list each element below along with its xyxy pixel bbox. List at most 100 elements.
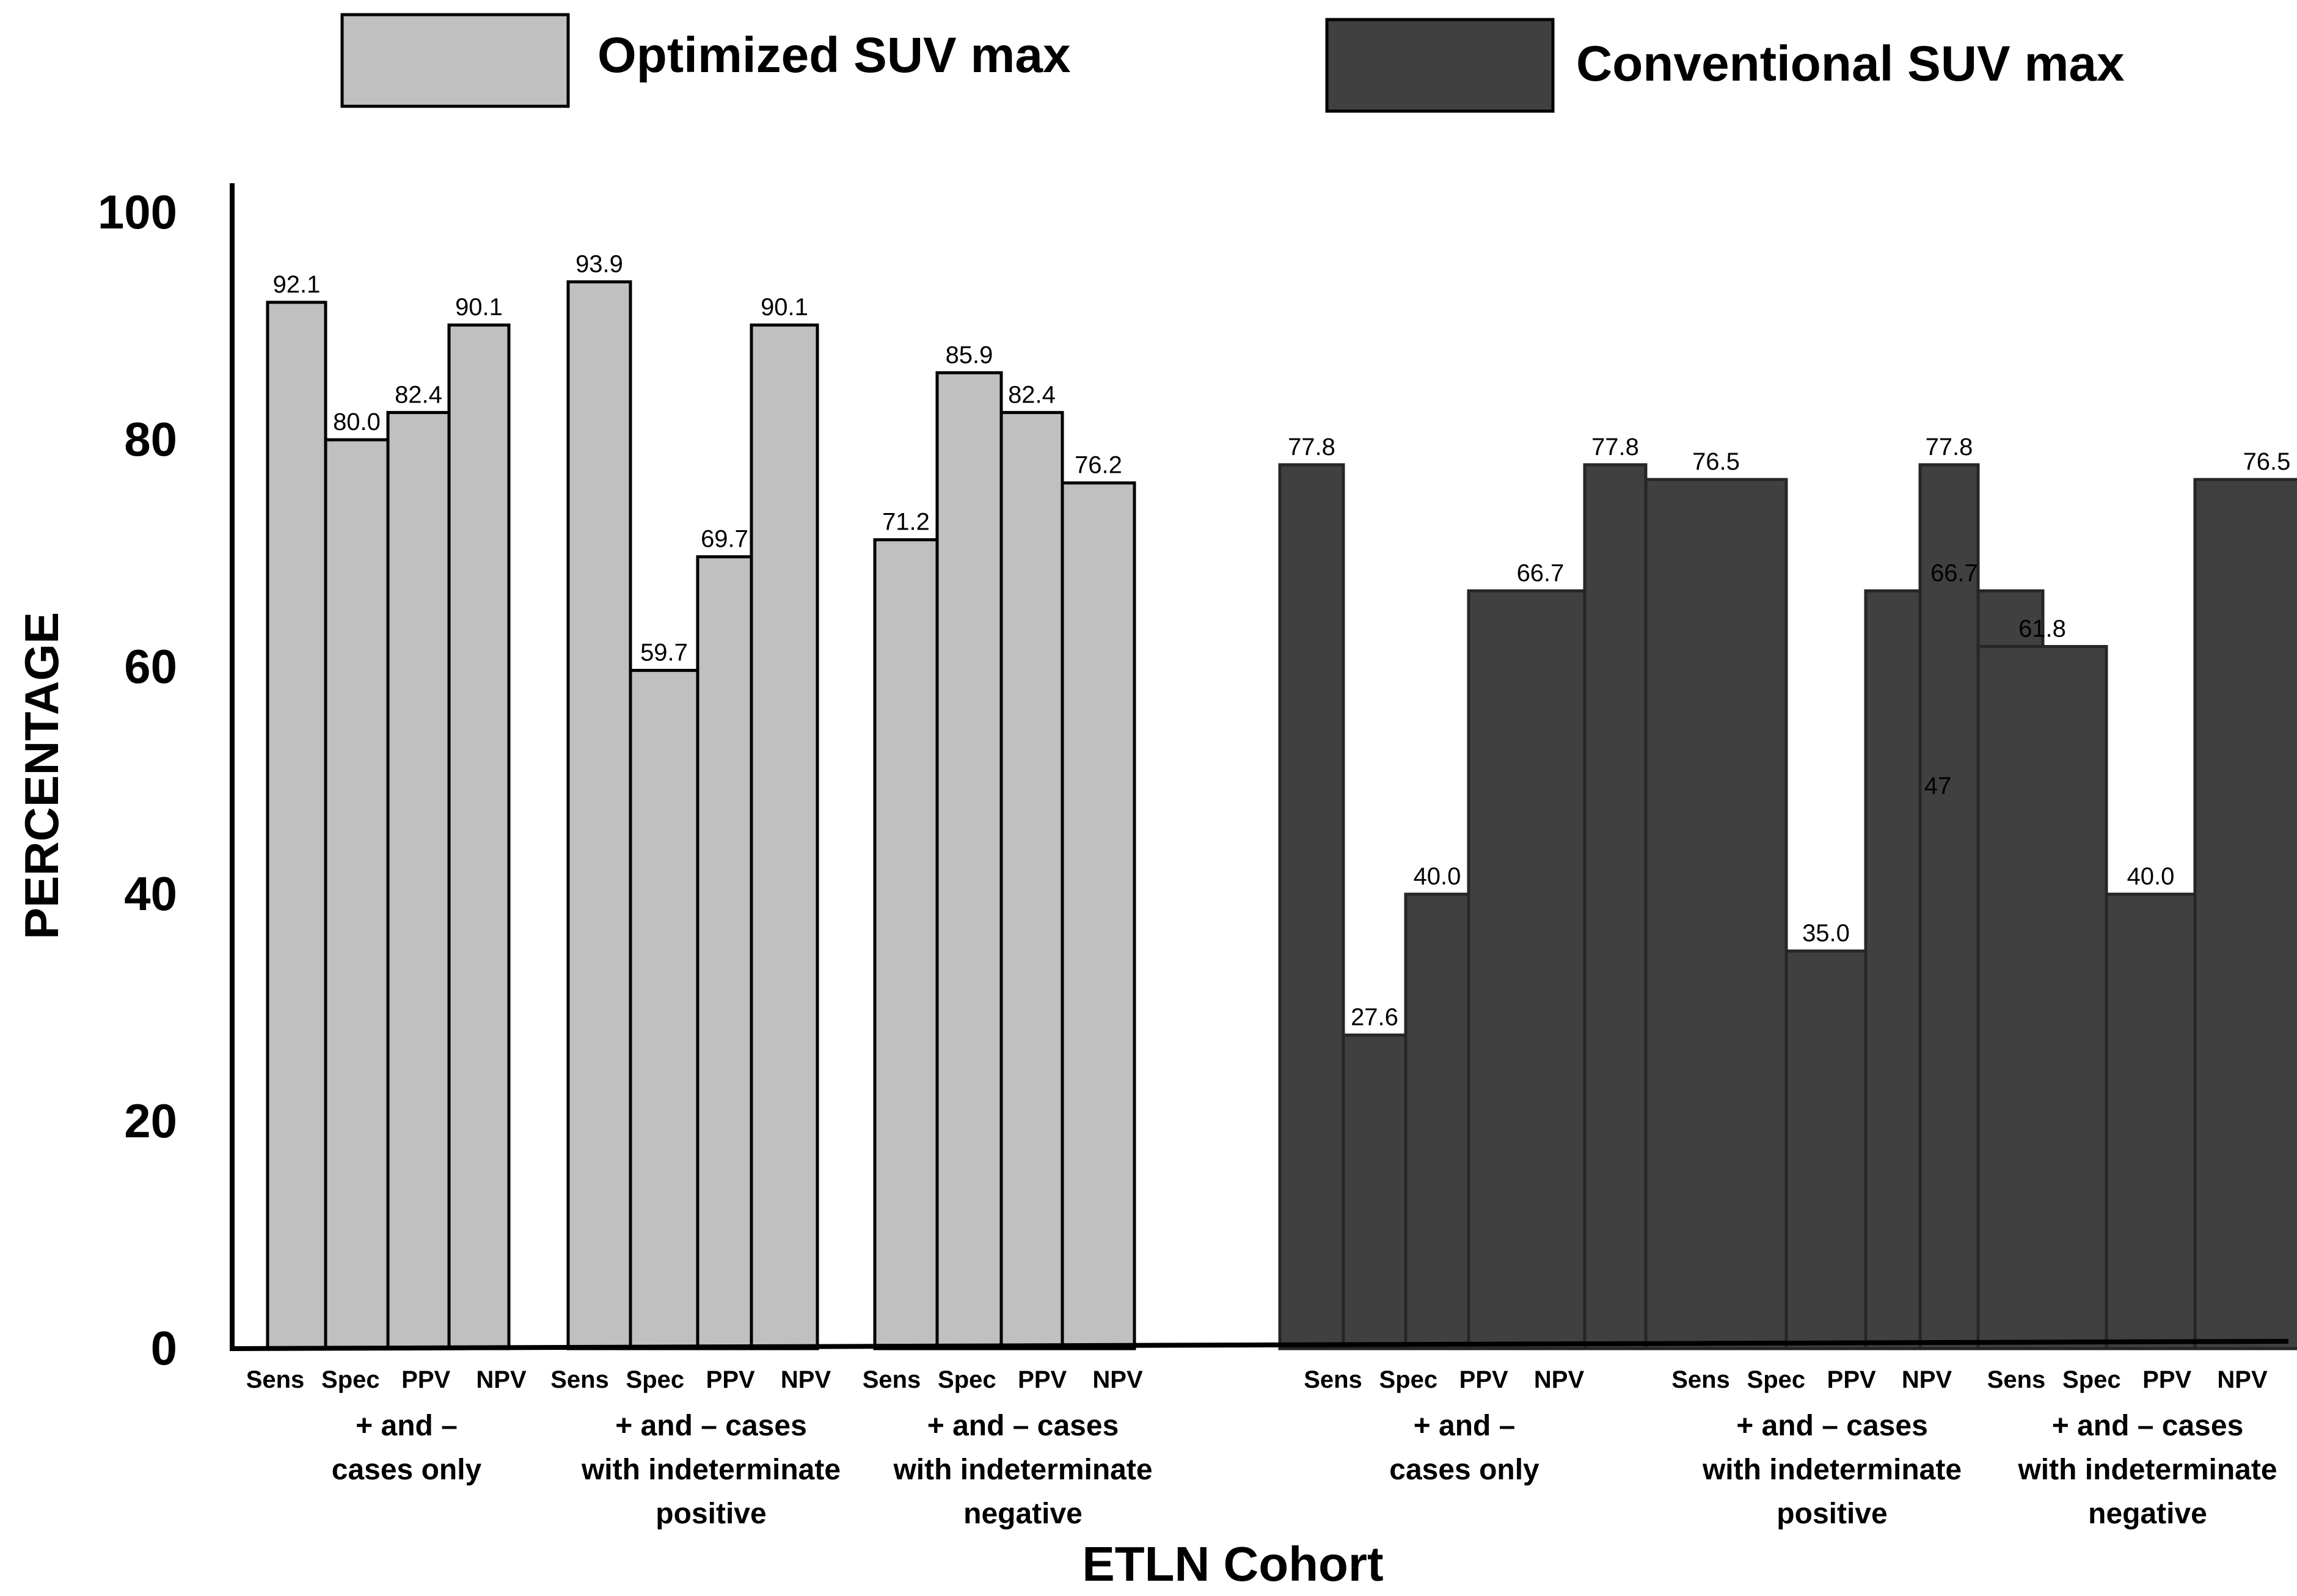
y-tick-label-20: 20 <box>124 1094 177 1148</box>
value-label-g5-npv: 66.7 <box>1930 559 1978 586</box>
value-label-g2-spec: 59.7 <box>640 639 688 666</box>
bar-g1-ppv <box>386 410 451 1350</box>
value-label-g6-sens: 77.8 <box>1926 434 1973 461</box>
group-label-g6-line2: with indeterminate <box>2017 1454 2277 1486</box>
bar-g6-sens <box>1918 463 1980 1350</box>
bars <box>266 280 2297 1350</box>
metric-label-g6-sens: Sens <box>1987 1366 2046 1393</box>
group-label-g5-line1: + and – cases <box>1736 1410 1928 1442</box>
legend: Optimized SUV max Conventional SUV max <box>340 13 2125 113</box>
metric-label-g6-npv: NPV <box>2217 1366 2268 1393</box>
value-label-g2-sens: 93.9 <box>575 250 623 277</box>
bar-g6-npv <box>2193 478 2297 1350</box>
y-tick-label-0: 0 <box>151 1321 177 1375</box>
value-label-g2-npv: 90.1 <box>761 294 808 321</box>
metric-label-g4-ppv: PPV <box>1459 1366 1508 1393</box>
bar-g6-ppv <box>2105 892 2197 1350</box>
metric-label-g5-sens: Sens <box>1671 1366 1730 1393</box>
group-label-g6-line1: + and – cases <box>2052 1410 2244 1442</box>
value-label-g2-ppv: 69.7 <box>701 526 748 553</box>
value-label-g4-sens: 77.8 <box>1288 434 1335 461</box>
bar-g5-sens <box>1583 463 1648 1350</box>
metric-label-g3-sens: Sens <box>863 1366 921 1393</box>
group-label-g1-line1: + and – <box>356 1410 458 1442</box>
value-label-g6-npv: 76.5 <box>2243 448 2291 475</box>
group-label-g2-line1: + and – cases <box>615 1410 807 1442</box>
bar-g1-sens <box>266 301 327 1350</box>
legend-label-optimized: Optimized SUV max <box>597 27 1071 83</box>
value-label-g4-ppv: 40.0 <box>1414 863 1461 890</box>
bar-g4-sens <box>1278 463 1345 1350</box>
x-axis-line <box>229 1339 2289 1351</box>
y-tick-label-100: 100 <box>98 185 177 239</box>
bar-g1-npv <box>447 323 511 1350</box>
metric-label-g6-spec: Spec <box>2062 1366 2121 1393</box>
value-labels: 92.1 80.0 82.4 90.1 93.9 59.7 69.7 90.1 71.2 85.9… <box>273 250 2291 1030</box>
metric-label-g2-spec: Spec <box>626 1366 685 1393</box>
metric-label-g5-npv: NPV <box>1902 1366 1952 1393</box>
value-label-g1-sens: 92.1 <box>273 271 321 298</box>
metric-label-g1-npv: NPV <box>476 1366 527 1393</box>
bar-g2-spec <box>629 669 699 1350</box>
y-tick-label-80: 80 <box>124 412 177 466</box>
value-label-g1-ppv: 82.4 <box>395 381 442 408</box>
value-label-g1-npv: 90.1 <box>455 294 503 321</box>
value-label-g1-spec: 80.0 <box>333 409 381 435</box>
y-tick-label-40: 40 <box>124 867 177 920</box>
bar-g4-spec <box>1342 1033 1408 1350</box>
metric-label-g4-npv: NPV <box>1534 1366 1585 1393</box>
group-label-g5-line2: with indeterminate <box>1702 1454 1962 1486</box>
value-label-g6-ppv: 40.0 <box>2127 863 2175 890</box>
bar-g1-spec <box>324 438 390 1350</box>
bar-g3-ppv <box>999 410 1064 1350</box>
value-label-g3-ppv: 82.4 <box>1008 381 1056 408</box>
metric-label-g2-ppv: PPV <box>706 1366 755 1393</box>
metric-label-g3-spec: Spec <box>938 1366 996 1393</box>
value-label-g3-npv: 76.2 <box>1075 452 1122 479</box>
metric-label-g2-sens: Sens <box>550 1366 609 1393</box>
value-label-g5-ppv: 35.0 <box>1802 920 1850 947</box>
group-label-g5-line3: positive <box>1777 1498 1887 1530</box>
value-label-g5-sens: 77.8 <box>1591 434 1639 461</box>
value-label-g4-spec: 27.6 <box>1351 1004 1398 1031</box>
group-label-g2-line3: positive <box>656 1498 766 1530</box>
legend-label-conventional: Conventional SUV max <box>1576 36 2125 92</box>
value-label-g5-spec: 76.5 <box>1692 448 1740 475</box>
group-label-g4-line2: cases only <box>1389 1454 1539 1486</box>
group-label-g3-line2: with indeterminate <box>893 1454 1152 1486</box>
bar-g6-spec <box>1976 645 2108 1350</box>
legend-swatch-conventional <box>1325 18 1555 113</box>
x-axis-label: ETLN Cohort <box>1082 1537 1383 1591</box>
legend-swatch-optimized <box>340 13 570 108</box>
annotation-47: 47 <box>1924 773 1952 800</box>
metric-label-g1-ppv: PPV <box>401 1366 450 1393</box>
y-axis-ticks: 0 20 40 60 80 100 <box>98 185 177 1375</box>
value-label-g3-sens: 71.2 <box>882 509 930 536</box>
value-label-g3-spec: 85.9 <box>946 341 993 368</box>
metric-label-g1-spec: Spec <box>321 1366 380 1393</box>
bar-g3-spec <box>935 371 1003 1350</box>
bar-g5-spec <box>1644 478 1788 1350</box>
metric-label-g2-npv: NPV <box>781 1366 831 1393</box>
bar-g2-sens <box>566 280 632 1350</box>
bar-g4-ppv <box>1404 892 1470 1350</box>
value-label-g6-spec: 61.8 <box>2018 616 2066 643</box>
y-tick-label-60: 60 <box>124 639 177 693</box>
group-label-g4-line1: + and – <box>1414 1410 1516 1442</box>
bar-g2-ppv <box>696 555 753 1350</box>
metric-label-g3-npv: NPV <box>1092 1366 1143 1393</box>
value-label-g4-npv: 66.7 <box>1517 559 1565 586</box>
metric-label-g1-sens: Sens <box>246 1366 305 1393</box>
metric-label-g3-ppv: PPV <box>1018 1366 1067 1393</box>
x-axis-categories: Sens Spec PPV NPV + and – cases only Sens Spec P… <box>246 1366 2277 1530</box>
group-label-g3-line1: + and – cases <box>927 1410 1119 1442</box>
bar-g2-npv <box>750 323 819 1350</box>
metric-label-g4-spec: Spec <box>1379 1366 1438 1393</box>
group-label-g1-line2: cases only <box>332 1454 482 1486</box>
bar-g5-ppv <box>1784 949 1868 1350</box>
metric-label-g4-sens: Sens <box>1304 1366 1362 1393</box>
group-label-g3-line3: negative <box>963 1498 1083 1530</box>
metric-label-g6-ppv: PPV <box>2142 1366 2191 1393</box>
